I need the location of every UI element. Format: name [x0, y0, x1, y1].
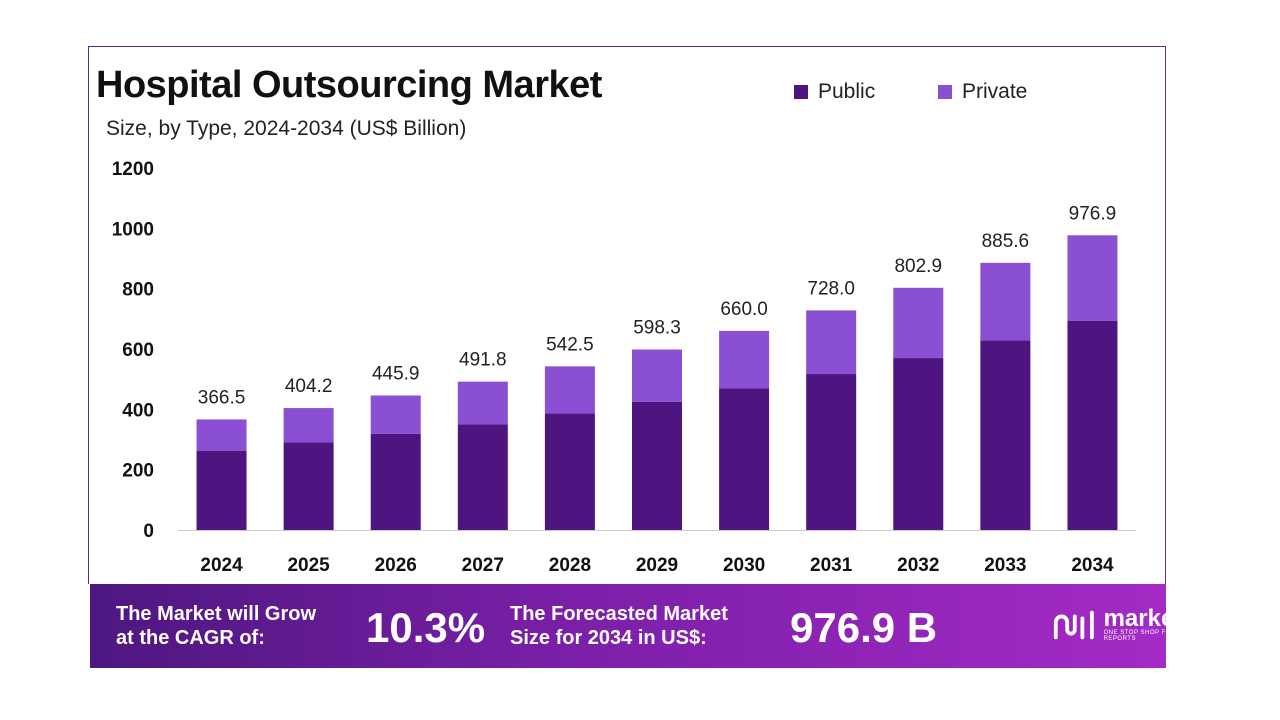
- x-tick-label: 2032: [897, 555, 939, 576]
- brand-name: market.us: [1103, 605, 1217, 632]
- bar-public: [719, 388, 770, 530]
- bar-public: [980, 340, 1031, 530]
- y-tick-label: 1200: [112, 159, 154, 180]
- legend-label-public: Public: [818, 80, 876, 103]
- x-tick-label: 2029: [636, 555, 678, 576]
- bar-public: [544, 413, 595, 530]
- bar-public: [283, 442, 334, 530]
- bar-public: [370, 433, 421, 530]
- data-label: 802.9: [894, 256, 942, 277]
- x-tick-label: 2027: [462, 555, 504, 576]
- data-label: 491.8: [459, 350, 507, 371]
- market-us-logo: market.us ONE STOP SHOP FOR THE REPORTS: [1052, 605, 1219, 642]
- chart-subtitle: Size, by Type, 2024-2034 (US$ Billion): [106, 117, 467, 140]
- x-tick-label: 2030: [723, 555, 765, 576]
- bar-private: [457, 381, 508, 425]
- y-tick-label: 800: [122, 280, 154, 301]
- legend-swatch-public: [794, 85, 808, 99]
- cagr-label-line1: The Market will Grow: [116, 603, 317, 625]
- x-tick-label: 2024: [200, 555, 243, 576]
- footer-banner: The Market will Grow at the CAGR of: 10.…: [90, 584, 1217, 668]
- bar-private: [196, 419, 247, 451]
- data-label: 885.6: [982, 231, 1030, 252]
- bar-public: [893, 358, 944, 530]
- forecast-label-line1: The Forecasted Market: [510, 603, 728, 625]
- bar-private: [544, 366, 595, 414]
- x-tick-label: 2028: [549, 555, 591, 576]
- x-tick-label: 2026: [375, 555, 417, 576]
- bar-public: [632, 401, 682, 530]
- bar-private: [719, 330, 770, 389]
- chart-title: Hospital Outsourcing Market: [96, 64, 602, 106]
- cagr-label-line2: at the CAGR of:: [116, 627, 265, 649]
- data-label: 598.3: [633, 318, 681, 339]
- x-tick-label: 2034: [1071, 555, 1114, 576]
- data-label: 542.5: [546, 334, 594, 355]
- legend-swatch-private: [938, 85, 952, 99]
- bar-private: [632, 349, 682, 402]
- y-tick-label: 400: [122, 400, 154, 421]
- bar-private: [1067, 235, 1118, 321]
- forecast-label-line2: Size for 2034 in US$:: [510, 627, 707, 649]
- bar-private: [283, 408, 334, 443]
- brand-tagline: ONE STOP SHOP FOR THE REPORTS: [1103, 630, 1192, 642]
- bar-private: [893, 287, 944, 359]
- data-label: 366.5: [198, 387, 246, 408]
- bar-public: [457, 424, 508, 530]
- legend-label-private: Private: [962, 80, 1028, 103]
- data-label: 404.2: [285, 376, 333, 397]
- x-tick-label: 2025: [287, 555, 330, 576]
- forecast-value: 976.9 B: [790, 604, 938, 651]
- bar-public: [1067, 320, 1118, 530]
- bar-public: [806, 374, 857, 530]
- bar-private: [370, 395, 421, 434]
- x-tick-label: 2033: [984, 555, 1026, 576]
- market-us-logo-icon: [1053, 610, 1094, 640]
- data-label: 976.9: [1069, 203, 1117, 224]
- bar-private: [806, 310, 857, 375]
- y-tick-label: 1000: [112, 219, 154, 240]
- y-tick-label: 0: [143, 521, 154, 542]
- bar-private: [980, 262, 1031, 341]
- data-label: 728.0: [807, 278, 855, 299]
- x-tick-label: 2031: [810, 555, 853, 576]
- data-label: 445.9: [372, 363, 420, 384]
- cagr-label: The Market will Grow at the CAGR of:: [116, 602, 316, 650]
- forecast-label: The Forecasted Market Size for 2034 in U…: [510, 602, 728, 650]
- data-label: 660.0: [720, 299, 768, 320]
- legend-item-public: Public: [794, 80, 875, 104]
- cagr-value: 10.3%: [366, 604, 486, 651]
- legend-item-private: Private: [938, 80, 1027, 104]
- bar-public: [196, 450, 247, 530]
- y-tick-label: 600: [122, 340, 154, 361]
- y-tick-label: 200: [122, 461, 154, 482]
